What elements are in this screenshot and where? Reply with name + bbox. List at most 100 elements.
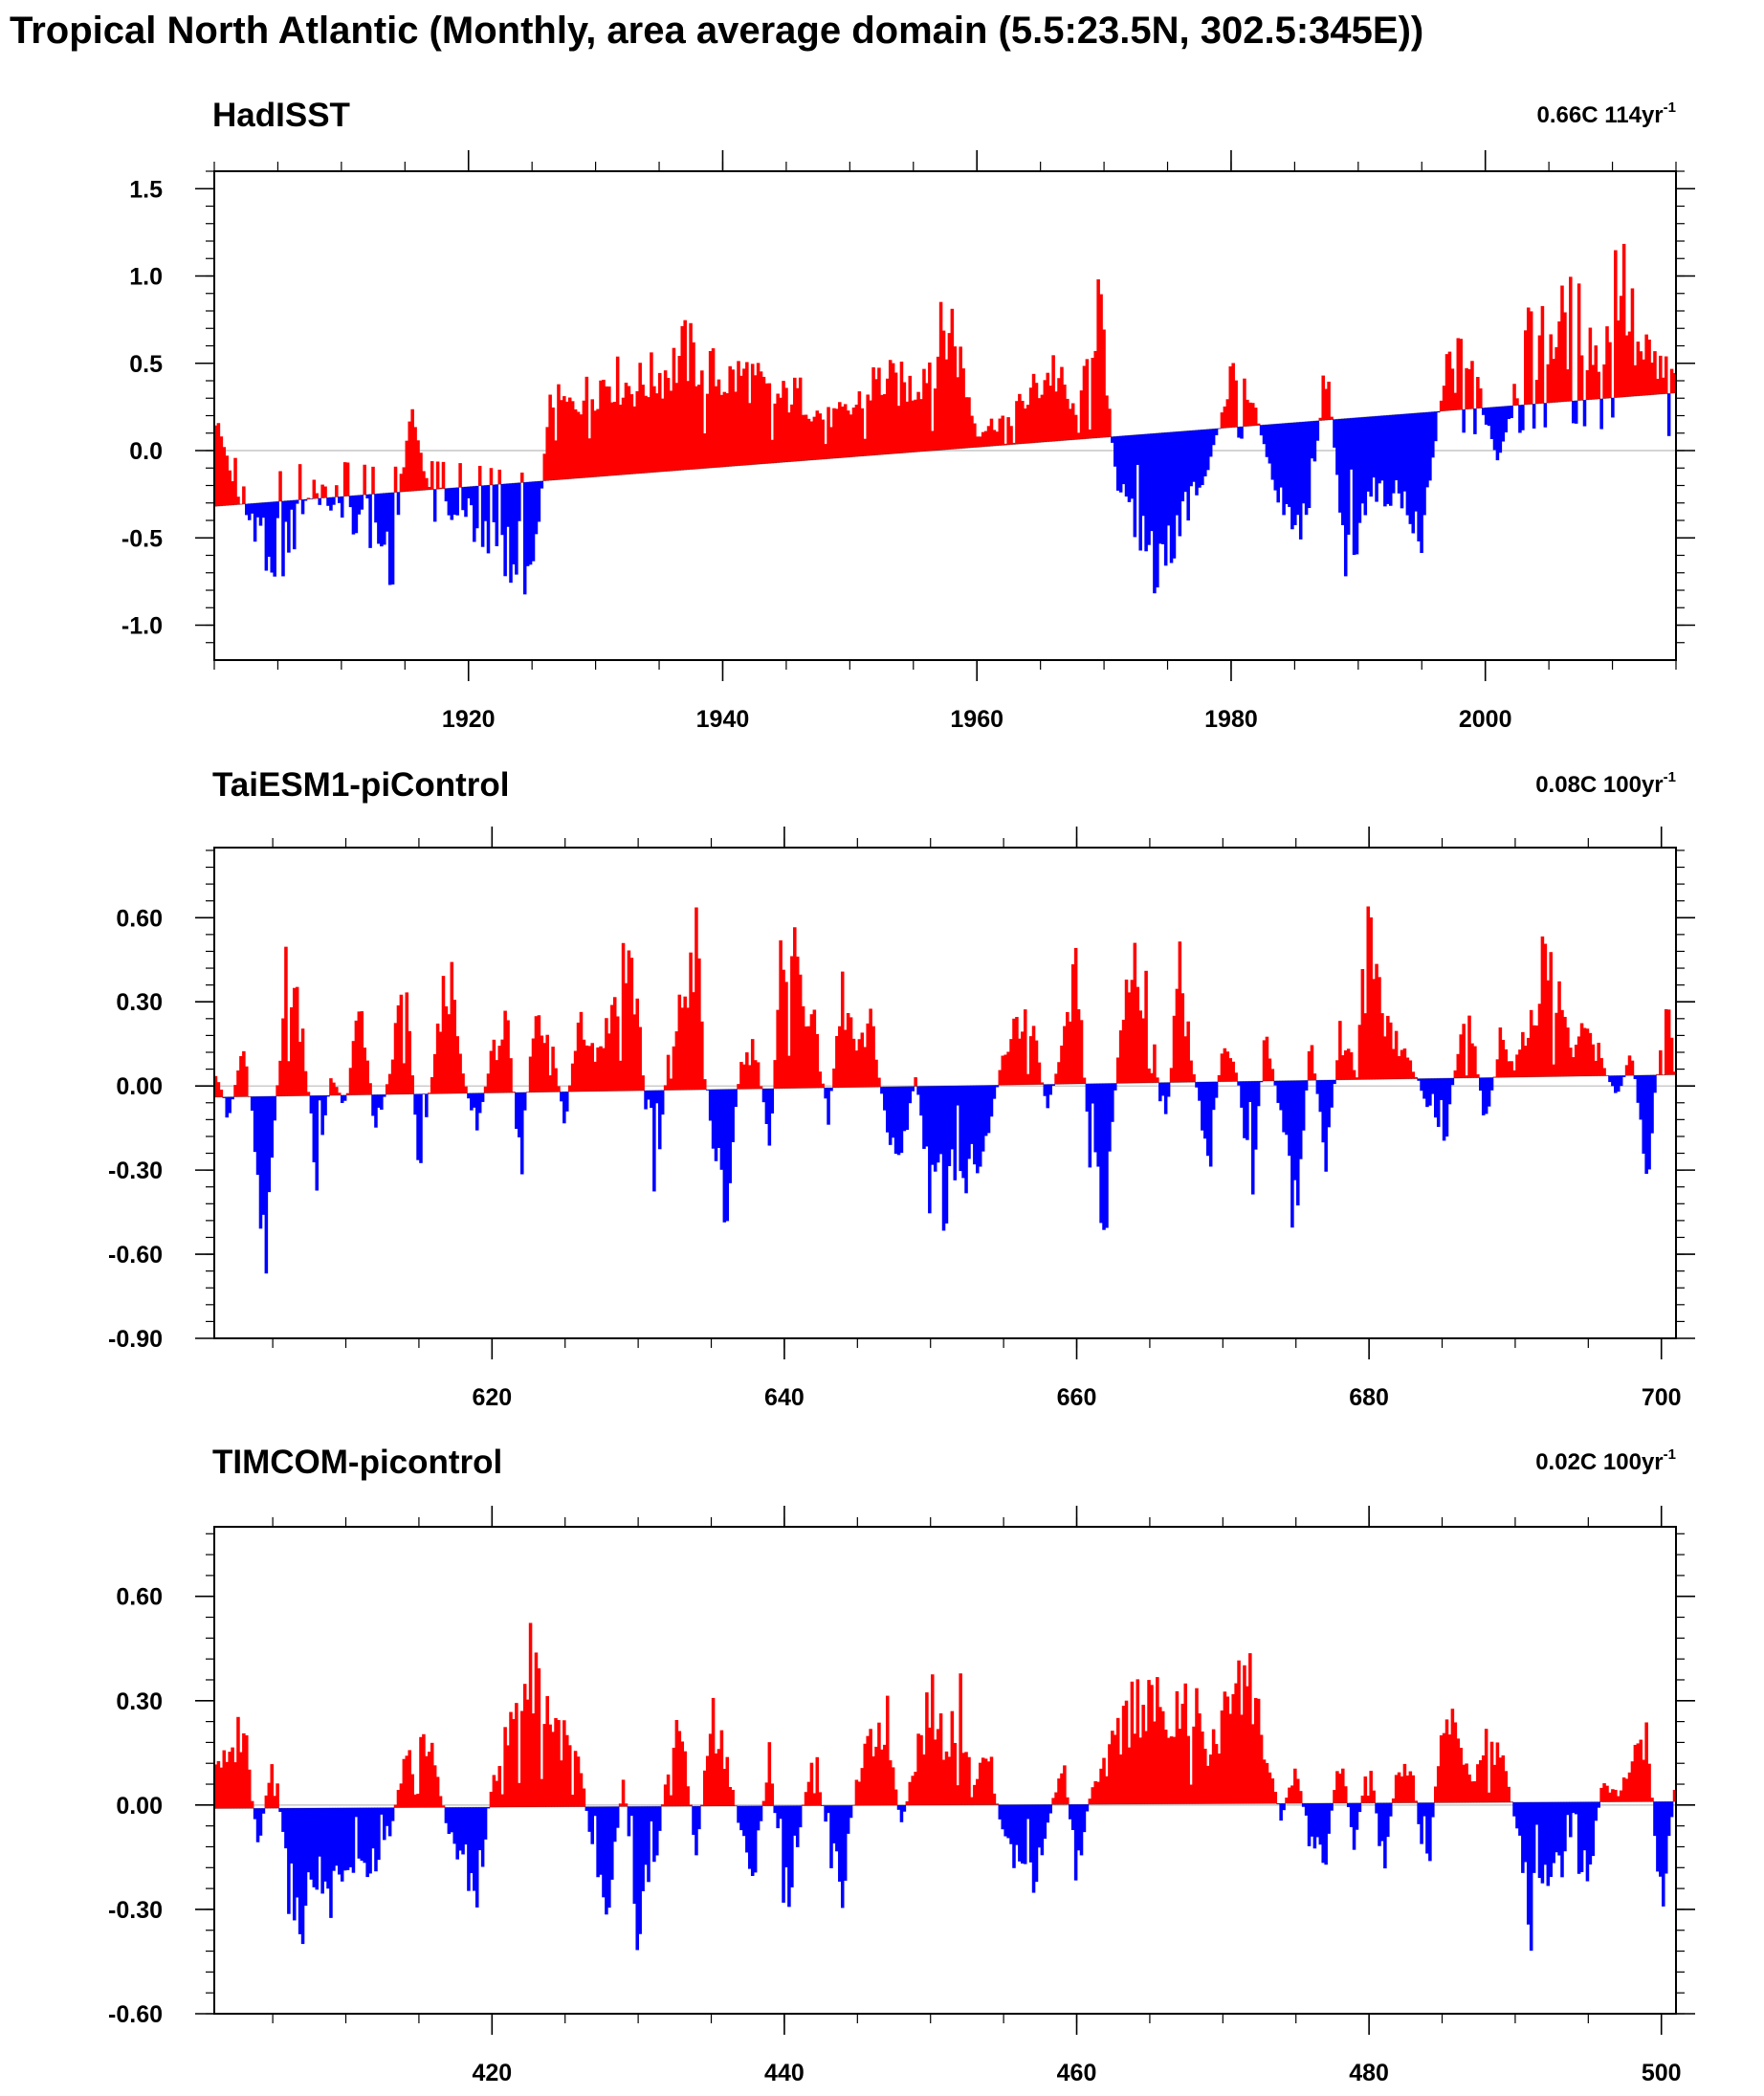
positive-bar <box>1343 1786 1348 1803</box>
negative-bar <box>300 499 305 515</box>
positive-bar <box>801 1804 805 1806</box>
positive-bar <box>1366 906 1371 1080</box>
positive-bar <box>228 470 232 506</box>
negative-bar <box>1510 406 1513 419</box>
positive-bar <box>270 1764 275 1809</box>
negative-bar <box>515 482 518 575</box>
positive-bar <box>722 1768 727 1806</box>
negative-bar <box>258 1096 263 1229</box>
positive-bar <box>1621 1777 1626 1802</box>
positive-bar <box>869 1008 872 1088</box>
positive-bar <box>1614 250 1618 398</box>
positive-bar <box>838 1026 842 1088</box>
negative-bar <box>644 1090 648 1110</box>
positive-bar <box>1470 1781 1474 1803</box>
positive-bar <box>761 1800 766 1806</box>
positive-bar <box>793 927 797 1089</box>
x-tick-label: 1920 <box>442 706 496 733</box>
positive-bar <box>1621 243 1626 397</box>
negative-bar <box>335 1807 339 1866</box>
negative-bar <box>320 1095 324 1136</box>
positive-bar <box>1571 1057 1576 1077</box>
negative-bar <box>1307 421 1312 509</box>
positive-bar <box>950 1710 955 1805</box>
negative-bar <box>782 1805 785 1903</box>
positive-bar <box>519 1710 524 1807</box>
positive-bar <box>413 427 417 492</box>
positive-bar <box>399 1783 404 1808</box>
negative-bar <box>298 1808 302 1934</box>
negative-bar <box>953 1086 958 1180</box>
negative-bar <box>1436 1078 1441 1127</box>
positive-bar <box>731 369 735 467</box>
negative-bar <box>1594 1801 1599 1821</box>
positive-bar <box>590 399 594 477</box>
negative-bar <box>255 1808 260 1842</box>
positive-bar <box>981 1757 985 1805</box>
negative-bar <box>253 1096 257 1153</box>
negative-bar <box>717 1089 721 1148</box>
negative-bar <box>1611 1075 1615 1087</box>
positive-bar <box>1605 1074 1609 1076</box>
positive-bar <box>1357 1025 1362 1080</box>
negative-bar <box>1051 1084 1055 1086</box>
positive-bar <box>1442 386 1446 411</box>
positive-bar <box>1133 942 1137 1084</box>
negative-bar <box>261 502 266 518</box>
negative-bar <box>1290 1080 1294 1228</box>
positive-bar <box>650 352 653 473</box>
positive-bar <box>1307 1050 1312 1081</box>
positive-bar <box>1290 1785 1294 1804</box>
positive-bar <box>492 1775 496 1808</box>
positive-bar <box>216 1082 221 1097</box>
negative-bar <box>261 1808 266 1814</box>
negative-bar <box>938 1086 943 1155</box>
negative-bar <box>515 1092 518 1130</box>
positive-bar <box>944 1751 949 1805</box>
positive-bar <box>1006 1051 1010 1086</box>
positive-bar <box>428 1752 431 1808</box>
positive-bar <box>1147 1068 1151 1083</box>
positive-bar <box>964 397 968 449</box>
positive-bar <box>557 1086 561 1092</box>
positive-bar <box>1563 1016 1567 1077</box>
positive-bar <box>582 1788 586 1807</box>
negative-bar <box>278 1808 282 1813</box>
negative-bar <box>1158 1082 1162 1102</box>
positive-bar <box>605 1018 608 1092</box>
positive-bar <box>776 1009 780 1089</box>
negative-bar <box>1422 1802 1426 1817</box>
positive-bar <box>1063 1026 1067 1085</box>
positive-bar <box>531 1713 536 1807</box>
negative-bar <box>509 483 513 584</box>
negative-bar <box>1378 1802 1381 1846</box>
positive-bar <box>1656 1073 1660 1075</box>
positive-bar <box>1130 1681 1135 1804</box>
negative-bar <box>922 1086 926 1149</box>
negative-bar <box>1450 1078 1455 1086</box>
negative-bar <box>1201 430 1204 486</box>
positive-bar <box>874 1059 878 1088</box>
y-tick-label: 0.00 <box>116 1073 163 1100</box>
negative-bar <box>1318 1080 1323 1113</box>
positive-bar <box>812 1793 817 1806</box>
negative-bar <box>1279 423 1283 488</box>
positive-bar <box>877 1077 881 1088</box>
positive-bar <box>1659 355 1663 395</box>
negative-bar <box>1211 429 1216 446</box>
negative-bar <box>363 1807 366 1864</box>
positive-bar <box>554 440 558 480</box>
negative-bar <box>1121 435 1126 485</box>
positive-bar <box>1597 371 1600 400</box>
positive-bar <box>1375 963 1378 1080</box>
positive-bar <box>986 426 991 447</box>
positive-bar <box>464 1086 468 1093</box>
negative-bar <box>1524 1801 1528 1863</box>
negative-bar <box>1166 1082 1171 1097</box>
positive-bar <box>764 1782 769 1806</box>
negative-bar <box>267 1096 272 1193</box>
negative-bar <box>1518 1801 1522 1836</box>
negative-bar <box>1380 415 1384 481</box>
negative-bar <box>377 1807 381 1861</box>
positive-bar <box>1378 977 1381 1080</box>
